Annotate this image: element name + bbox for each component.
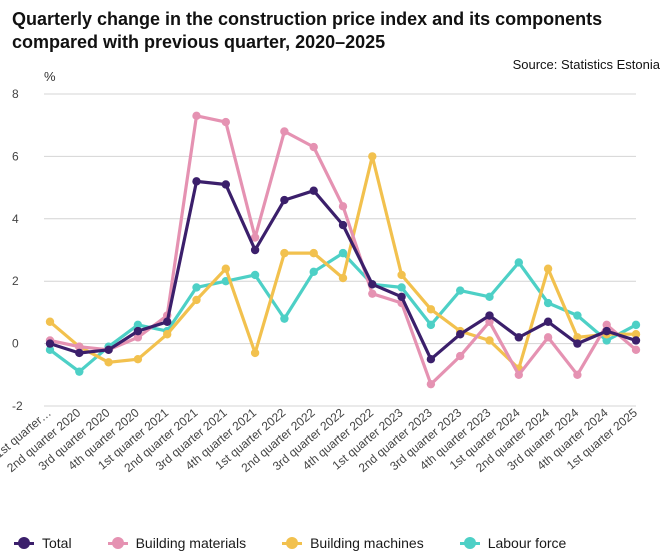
- legend-label: Total: [42, 535, 72, 551]
- data-point-total: [338, 220, 348, 230]
- data-point-building-machines: [631, 330, 641, 339]
- data-point-total: [426, 355, 436, 364]
- data-point-total: [573, 339, 582, 348]
- y-tick-label: 4: [12, 212, 19, 226]
- data-point-building-materials: [602, 320, 611, 330]
- data-point-building-machines: [485, 336, 494, 345]
- data-point-building-machines: [397, 270, 406, 280]
- data-point-total: [309, 186, 318, 195]
- data-point-building-machines: [338, 273, 348, 283]
- source-note: Source: Statistics Estonia: [512, 57, 660, 72]
- data-point-labour-force: [426, 320, 436, 330]
- data-point-building-materials: [631, 345, 641, 355]
- data-point-total: [221, 180, 230, 189]
- y-tick-label: 2: [12, 274, 19, 288]
- y-axis-unit-label: %: [44, 69, 56, 84]
- data-point-total: [514, 333, 523, 342]
- chart-legend: Total Building materials Building machines…: [14, 535, 602, 551]
- legend-swatch: [107, 537, 128, 549]
- data-point-building-materials: [192, 111, 201, 121]
- y-tick-label: -2: [12, 399, 23, 413]
- data-point-total: [75, 348, 84, 358]
- data-point-labour-force: [397, 283, 406, 292]
- legend-swatch: [459, 537, 480, 549]
- data-point-building-machines: [104, 358, 113, 367]
- y-tick-label: 6: [12, 149, 19, 163]
- data-point-total: [280, 195, 289, 205]
- data-point-labour-force: [338, 248, 348, 258]
- legend-item-building-materials: Building materials: [107, 535, 247, 551]
- data-point-building-materials: [368, 289, 377, 298]
- data-point-total: [104, 345, 113, 355]
- data-point-total: [192, 177, 201, 186]
- data-point-labour-force: [133, 320, 143, 330]
- data-point-total: [368, 280, 377, 289]
- data-point-total: [397, 292, 406, 301]
- data-point-total: [485, 311, 494, 320]
- legend-label: Labour force: [487, 535, 567, 551]
- data-point-total: [543, 317, 553, 326]
- data-point-labour-force: [456, 286, 465, 295]
- data-point-building-materials: [456, 351, 465, 361]
- data-point-total: [163, 317, 172, 326]
- data-point-building-machines: [221, 264, 230, 273]
- legend-swatch: [282, 537, 303, 549]
- data-point-building-materials: [250, 233, 260, 242]
- data-point-labour-force: [631, 320, 641, 330]
- data-point-labour-force: [514, 258, 523, 267]
- data-point-building-materials: [280, 127, 289, 136]
- data-point-building-machines: [280, 248, 289, 258]
- legend-item-labour-force: Labour force: [459, 535, 567, 551]
- data-point-total: [133, 326, 143, 336]
- data-point-labour-force: [192, 283, 201, 292]
- data-point-building-materials: [75, 342, 84, 351]
- y-tick-label: 8: [12, 87, 19, 101]
- chart-title: Quarterly change in the construction pri…: [12, 9, 603, 52]
- data-point-building-materials: [338, 202, 348, 211]
- data-point-building-materials: [573, 370, 582, 379]
- data-point-building-machines: [543, 264, 553, 273]
- data-point-building-materials: [485, 317, 494, 326]
- data-point-total: [456, 330, 465, 339]
- data-point-building-machines: [192, 295, 201, 305]
- data-point-labour-force: [602, 336, 611, 345]
- data-point-total: [631, 336, 641, 345]
- data-point-building-machines: [45, 317, 55, 326]
- legend-label: Building materials: [135, 535, 247, 551]
- data-point-building-materials: [514, 370, 523, 379]
- data-point-labour-force: [280, 314, 289, 323]
- data-point-building-materials: [133, 333, 143, 342]
- data-point-building-materials: [543, 333, 553, 342]
- data-point-building-materials: [426, 379, 436, 389]
- data-point-labour-force: [250, 270, 260, 280]
- data-point-building-machines: [163, 330, 172, 339]
- data-point-building-machines: [426, 305, 436, 314]
- data-point-labour-force: [485, 292, 494, 301]
- data-point-building-materials: [221, 117, 230, 127]
- data-point-building-machines: [368, 152, 377, 161]
- legend-item-building-machines: Building machines: [282, 535, 424, 551]
- data-point-building-machines: [573, 333, 582, 342]
- legend-label: Building machines: [310, 535, 424, 551]
- data-point-total: [250, 245, 260, 255]
- data-point-labour-force: [309, 267, 318, 277]
- data-point-building-machines: [250, 348, 260, 358]
- data-point-total: [45, 339, 55, 348]
- data-point-labour-force: [75, 367, 84, 376]
- data-point-total: [602, 326, 611, 336]
- data-point-building-machines: [309, 248, 318, 258]
- data-point-labour-force: [543, 298, 553, 308]
- data-point-labour-force: [573, 311, 582, 320]
- legend-swatch: [14, 537, 34, 549]
- y-tick-label: 0: [12, 337, 19, 351]
- legend-item-total: Total: [14, 535, 72, 551]
- data-point-building-machines: [133, 355, 143, 364]
- data-point-building-materials: [309, 142, 318, 152]
- data-point-labour-force: [45, 345, 55, 355]
